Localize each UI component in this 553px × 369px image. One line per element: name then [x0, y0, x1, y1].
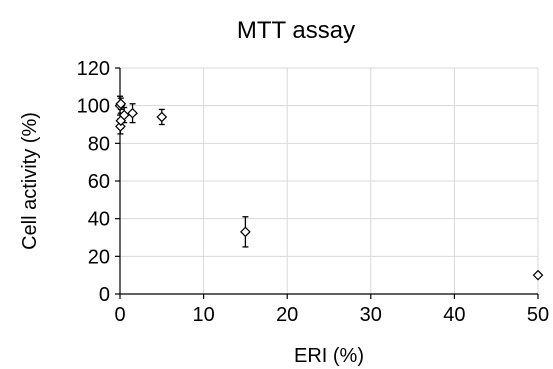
y-tick-label: 20: [88, 246, 110, 268]
y-tick-label: 60: [88, 171, 110, 193]
axes: [115, 67, 539, 299]
grid-lines: [120, 67, 539, 294]
error-bars: [117, 95, 541, 278]
x-axis-label: ERI (%): [294, 345, 364, 367]
chart-title: MTT assay: [237, 17, 355, 44]
data-point-diamond: [127, 107, 138, 119]
data-point-diamond: [532, 269, 544, 281]
y-tick-label: 100: [77, 96, 110, 118]
tick-labels: 0 20 40 60 80 100 120 0 10 20 30 40 50: [77, 58, 550, 326]
y-tick-label: 40: [88, 209, 110, 231]
y-axis-label: Cell activity (%): [19, 112, 41, 250]
x-tick-label: 0: [114, 304, 125, 326]
y-tick-label: 120: [77, 58, 110, 80]
data-point-diamond: [156, 111, 168, 123]
data-point-diamond: [118, 109, 130, 121]
y-tick-label: 0: [99, 284, 110, 306]
data-points: [114, 98, 544, 281]
x-tick-label: 10: [192, 304, 214, 326]
x-tick-label: 30: [360, 304, 382, 326]
y-tick-label: 80: [88, 133, 110, 155]
data-point-diamond: [115, 98, 127, 110]
x-tick-label: 20: [276, 304, 298, 326]
x-tick-label: 50: [527, 304, 549, 326]
x-tick-label: 40: [443, 304, 465, 326]
data-point-diamond: [240, 226, 251, 238]
